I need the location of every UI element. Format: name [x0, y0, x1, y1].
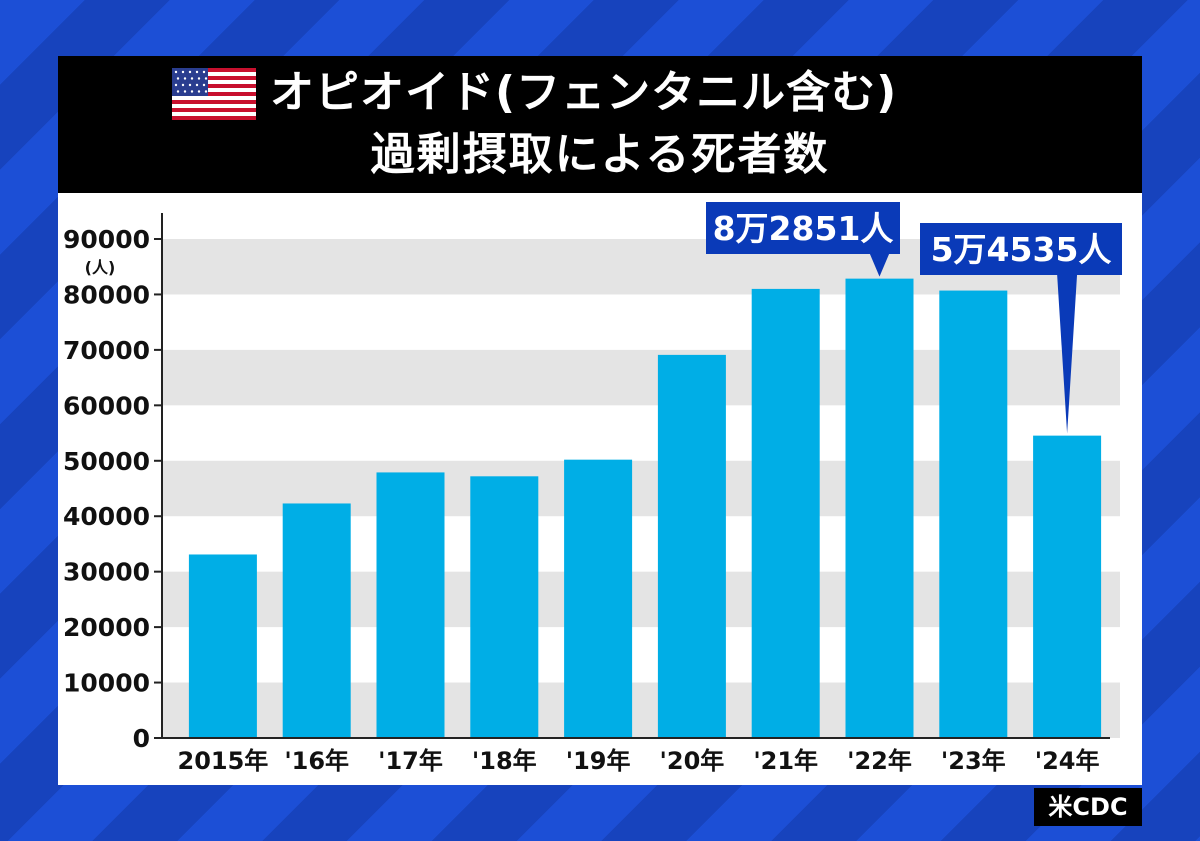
callout-pointer	[1057, 274, 1078, 434]
x-tick-label: '24年	[1035, 747, 1100, 775]
chart-title-line2: 過剰摂取による死者数	[370, 129, 830, 180]
bar	[282, 503, 351, 738]
y-tick-label: 70000	[63, 336, 150, 365]
callout-label: 8万2851人	[713, 209, 894, 248]
bar	[939, 290, 1008, 738]
x-tick-label: '19年	[566, 747, 631, 775]
bar	[657, 354, 726, 738]
y-tick-label: 20000	[63, 613, 150, 642]
y-tick-label: 90000	[63, 225, 150, 254]
callout-pointer	[869, 253, 890, 277]
bar	[188, 554, 257, 738]
callout-box	[706, 202, 900, 254]
x-tick-label: 2015年	[178, 747, 269, 775]
y-tick-label: 60000	[63, 391, 150, 420]
x-tick-label: '22年	[847, 747, 912, 775]
us-flag-icon	[172, 68, 256, 120]
chart-panel: 0 10000 20000 30000 40000 50000 60000 70000 8000…	[58, 193, 1142, 785]
y-tick-label: 10000	[63, 669, 150, 698]
x-tick-label: '23年	[941, 747, 1006, 775]
x-tick-label: '21年	[753, 747, 818, 775]
bar	[376, 472, 445, 738]
y-tick-label: 0	[133, 724, 150, 753]
bar	[470, 476, 539, 738]
title-banner: オピオイド(フェンタニル含む) 過剰摂取による死者数	[58, 56, 1142, 193]
x-tick-label: '17年	[378, 747, 443, 775]
source-label: 米CDC	[1034, 788, 1142, 826]
y-unit-label: (人)	[85, 258, 116, 277]
y-tick-label: 50000	[63, 447, 150, 476]
y-tick-label: 40000	[63, 502, 150, 531]
bar	[845, 278, 914, 738]
x-tick-label: '18年	[472, 747, 537, 775]
y-tick-label: 30000	[63, 558, 150, 587]
x-tick-label: '16年	[284, 747, 349, 775]
bar-chart: 0 10000 20000 30000 40000 50000 60000 70000 8000…	[63, 202, 1122, 775]
bar	[751, 288, 820, 738]
chart-title-line1: オピオイド(フェンタニル含む)	[270, 67, 898, 118]
x-tick-label: '20年	[660, 747, 725, 775]
bar	[564, 459, 633, 738]
callout-box	[920, 223, 1122, 275]
bar	[1033, 435, 1102, 738]
callout-label: 5万4535人	[931, 230, 1112, 269]
y-tick-label: 80000	[63, 280, 150, 309]
